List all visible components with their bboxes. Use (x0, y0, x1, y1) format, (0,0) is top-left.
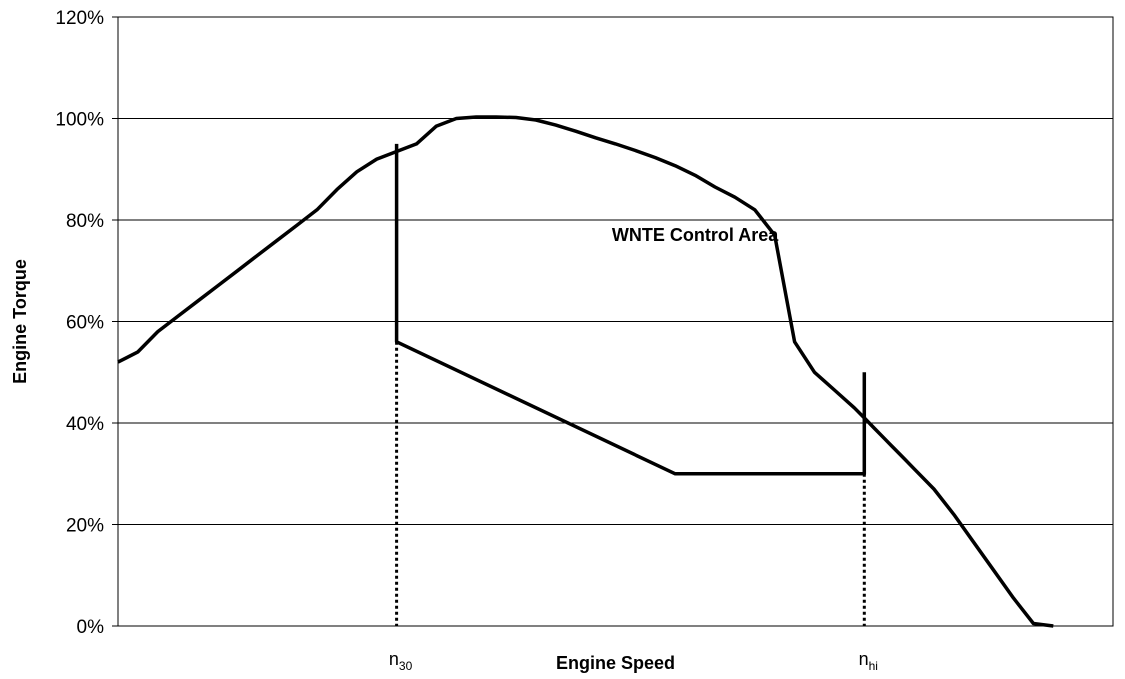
series-lines (117, 115, 1054, 628)
x-marker-label: nhi (859, 649, 878, 673)
y-tick-label: 20% (66, 516, 104, 537)
y-tick-label: 80% (66, 211, 104, 232)
x-markers: n30 nhi (389, 649, 878, 673)
y-tick-label: 40% (66, 414, 104, 435)
x-marker-label: n30 (389, 649, 413, 673)
y-tick-label: 120% (55, 8, 104, 29)
plot-area-frame (117, 16, 1114, 627)
y-tick-label: 100% (55, 110, 104, 131)
wnte-control-area-label: WNTE Control Area (612, 225, 779, 245)
wnte-boundary-line (394, 143, 867, 476)
y-axis-title: Engine Torque (10, 259, 30, 384)
y-tick-label: 60% (66, 313, 104, 334)
y-tick-label: 0% (77, 617, 105, 638)
gridlines (118, 16, 1113, 627)
x-axis-title: Engine Speed (556, 653, 675, 673)
y-tick-labels: 0% 20% 40% 60% 80% 100% 120% (55, 8, 118, 638)
torque-curve-line (117, 115, 1054, 628)
